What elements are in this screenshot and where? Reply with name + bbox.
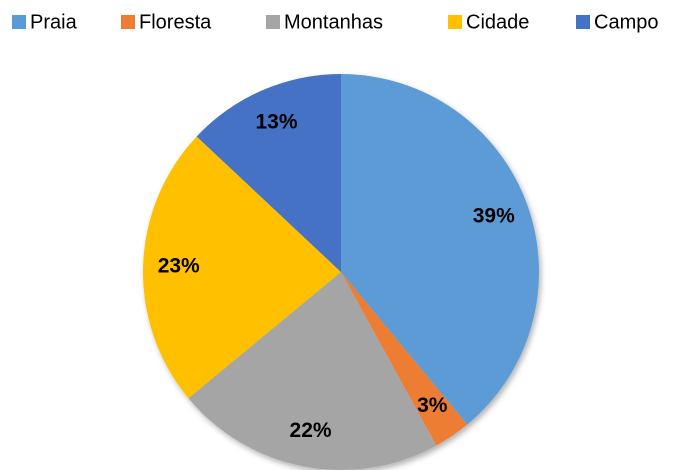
slice-label: 3% bbox=[417, 394, 448, 417]
legend-swatch bbox=[121, 15, 135, 29]
legend-label: Campo bbox=[594, 11, 658, 33]
legend-label: Floresta bbox=[139, 11, 212, 33]
pie-slice bbox=[188, 272, 437, 470]
pie-slice bbox=[341, 74, 540, 425]
slice-label: 23% bbox=[158, 254, 200, 277]
legend-label: Montanhas bbox=[284, 11, 383, 33]
legend-swatch bbox=[448, 15, 462, 29]
slice-label: 39% bbox=[473, 205, 515, 228]
legend-swatch bbox=[12, 15, 26, 29]
legend-label: Praia bbox=[30, 11, 78, 33]
pie-slice bbox=[196, 74, 341, 272]
legend-swatch bbox=[576, 15, 590, 29]
legend-label: Cidade bbox=[466, 11, 529, 33]
pie bbox=[143, 74, 540, 470]
slice-label: 22% bbox=[290, 419, 332, 442]
slice-label: 13% bbox=[256, 111, 298, 134]
pie-slice bbox=[341, 272, 468, 446]
legend-swatch bbox=[266, 15, 280, 29]
pie-slice bbox=[143, 136, 341, 399]
